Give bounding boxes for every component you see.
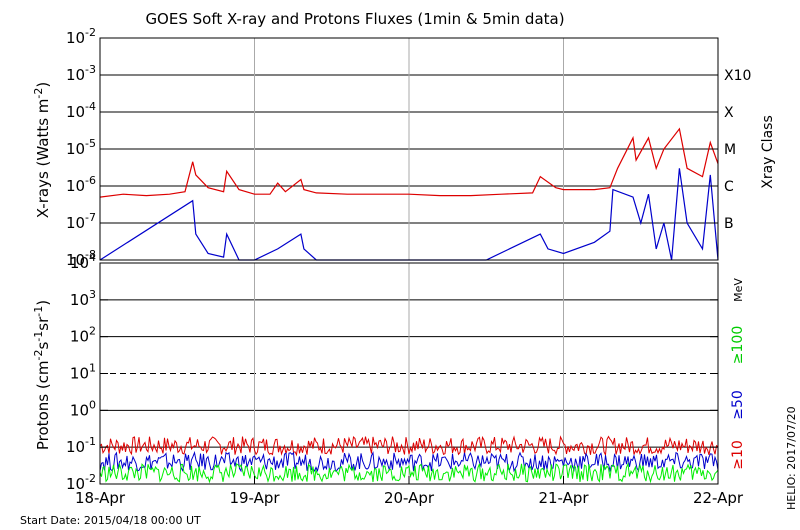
chart-title: GOES Soft X-ray and Protons Fluxes (1min… xyxy=(145,10,564,28)
x-tick-label: 20-Apr xyxy=(384,489,435,507)
xray-class-labels: B C M X X10 xyxy=(724,68,751,232)
proton-y-ticks: 10-2 10-1 100 101 102 103 104 xyxy=(66,251,718,493)
proton-series-group xyxy=(99,435,719,484)
proton-y-tick-label: 10-1 xyxy=(66,435,96,456)
proton-y-tick-label: 101 xyxy=(70,362,96,383)
xray-y-tick-label: 10-3 xyxy=(66,63,96,84)
xray-y-tick-label: 10-7 xyxy=(66,211,96,232)
proton-unit-label: MeV xyxy=(732,278,745,302)
start-date: Start Date: 2015/04/18 00:00 UT xyxy=(20,514,201,527)
xray-class-b: B xyxy=(724,216,734,232)
energy-label: ≥100 xyxy=(730,326,746,364)
xray-panel: 10-8 10-7 10-6 10-5 10-4 10-3 10-2 B C M X X10 Xra… xyxy=(32,26,776,269)
xray-class-axis-title: Xray Class xyxy=(760,115,776,189)
proton-y-tick-label: 104 xyxy=(70,251,96,272)
x-tick-label: 22-Apr xyxy=(693,489,744,507)
proton-series-2 xyxy=(99,462,719,484)
proton-y-axis-label: Protons (cm-2s-1sr-1) xyxy=(32,300,52,450)
proton-series-0 xyxy=(99,435,719,457)
xray-y-tick-label: 10-2 xyxy=(66,26,96,47)
xray-y-tick-label: 10-5 xyxy=(66,137,96,158)
energy-label: ≥10 xyxy=(730,440,746,470)
xray-class-x10: X10 xyxy=(724,68,751,84)
proton-series-1 xyxy=(99,450,719,473)
xray-class-c: C xyxy=(724,179,734,195)
credit-label: HELIO: 2017/07/20 xyxy=(785,406,798,510)
x-tick-label: 18-Apr xyxy=(75,489,126,507)
proton-energy-labels: ≥100 ≥50 ≥10 xyxy=(730,326,746,470)
xray-class-m: M xyxy=(724,142,736,158)
xray-y-tick-label: 10-6 xyxy=(66,174,96,195)
proton-y-tick-label: 103 xyxy=(70,288,96,309)
proton-y-tick-label: 102 xyxy=(70,325,96,346)
x-axis: 18-Apr 19-Apr 20-Apr 21-Apr 22-Apr xyxy=(75,476,744,507)
xray-day-lines xyxy=(254,38,564,260)
energy-label: ≥50 xyxy=(730,390,746,420)
xray-y-ticks: 10-8 10-7 10-6 10-5 10-4 10-3 10-2 xyxy=(66,26,718,269)
xray-long-series xyxy=(99,127,719,198)
x-tick-label: 19-Apr xyxy=(229,489,280,507)
proton-panel: 10-2 10-1 100 101 102 103 104 Protons (cm-2s-1… xyxy=(32,251,746,493)
proton-y-tick-label: 100 xyxy=(70,398,96,419)
xray-y-axis-label: X-rays (Watts m-2) xyxy=(32,82,52,218)
xray-y-tick-label: 10-4 xyxy=(66,100,96,121)
xray-y-tick-label: 10-8 xyxy=(66,248,96,269)
x-tick-label: 21-Apr xyxy=(538,489,589,507)
xray-class-x: X xyxy=(724,105,734,121)
proton-y-tick-label: 10-2 xyxy=(66,472,96,493)
